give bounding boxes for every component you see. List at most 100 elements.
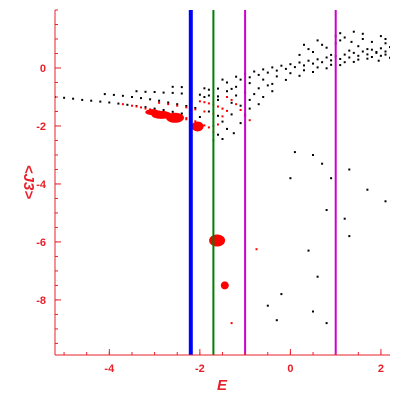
data-point [226, 81, 228, 84]
data-point [253, 70, 256, 73]
data-point [321, 162, 324, 165]
y-tick-label: -6 [36, 237, 46, 249]
data-point [312, 51, 314, 53]
data-point [352, 51, 355, 54]
data-point [248, 107, 251, 110]
data-point [81, 98, 84, 101]
data-point [253, 93, 256, 96]
data-point [171, 110, 174, 113]
data-point [203, 101, 206, 104]
data-point [230, 113, 233, 116]
data-point [262, 78, 265, 81]
data-point [370, 40, 373, 43]
data-point [239, 109, 242, 111]
data-point [284, 78, 287, 81]
data-point [121, 94, 124, 97]
data-point [361, 38, 364, 40]
data-point [194, 107, 197, 109]
data-point [171, 85, 174, 88]
data-point [162, 91, 165, 94]
data-point [103, 93, 106, 96]
data-point [312, 71, 314, 73]
data-point [158, 101, 161, 104]
data-point [248, 98, 251, 101]
data-point [72, 97, 75, 100]
data-point [280, 64, 283, 67]
data-point [379, 47, 382, 50]
data-point [203, 110, 206, 113]
data-point [198, 116, 201, 118]
data-point [217, 123, 219, 126]
data-point [384, 42, 387, 45]
data-point [339, 39, 342, 42]
data-point [235, 75, 238, 78]
data-cluster [209, 234, 226, 247]
data-point [330, 53, 333, 56]
data-point [198, 93, 201, 96]
data-point [230, 98, 233, 101]
data-point [389, 56, 390, 59]
data-point [257, 103, 260, 106]
data-point [303, 43, 305, 46]
data-cluster [220, 281, 229, 290]
data-point [180, 112, 183, 115]
data-point [217, 114, 219, 117]
data-point [389, 46, 390, 49]
data-point [357, 45, 360, 48]
data-point [230, 322, 233, 325]
x-tick-label: -2 [195, 363, 205, 375]
data-point [153, 107, 156, 110]
data-point [366, 48, 369, 51]
data-point [370, 56, 373, 58]
data-point [361, 50, 364, 53]
data-point [235, 85, 238, 88]
data-point [325, 67, 328, 70]
data-point [135, 90, 138, 93]
data-point [176, 104, 179, 107]
data-point [153, 91, 156, 93]
data-point [307, 59, 310, 62]
x-tick-label: 2 [378, 363, 384, 375]
data-point [384, 38, 387, 40]
data-point [375, 51, 378, 53]
data-point [171, 91, 174, 94]
data-point [257, 73, 260, 76]
data-point [280, 293, 283, 296]
x-tick-label: 0 [287, 363, 293, 375]
data-point [275, 319, 278, 322]
data-point [298, 74, 301, 77]
data-point [366, 57, 369, 60]
data-point [239, 104, 242, 107]
data-point [298, 61, 301, 64]
data-point [348, 235, 351, 238]
data-point [221, 107, 224, 110]
data-point [348, 56, 351, 59]
data-point [180, 86, 183, 89]
data-point [185, 117, 188, 120]
data-point [207, 126, 210, 129]
data-point [350, 40, 353, 43]
data-point [207, 102, 210, 105]
data-point [312, 310, 314, 313]
data-point [217, 105, 219, 108]
data-point [235, 94, 238, 97]
data-point [348, 168, 351, 171]
series-0 [55, 30, 390, 325]
data-point [284, 67, 287, 70]
data-point [203, 124, 206, 127]
data-point [357, 58, 360, 61]
y-tick-label: -8 [36, 295, 46, 307]
data-point [226, 109, 228, 112]
data-point [275, 69, 278, 72]
data-point [239, 122, 242, 125]
data-point [255, 248, 258, 251]
y-tick-label: -4 [36, 179, 47, 191]
data-point [117, 102, 120, 105]
data-point [149, 98, 152, 101]
data-point [221, 78, 224, 81]
data-cluster [145, 109, 160, 116]
data-point [339, 58, 342, 60]
data-point [370, 48, 373, 51]
data-point [207, 110, 210, 113]
data-point [203, 96, 206, 98]
